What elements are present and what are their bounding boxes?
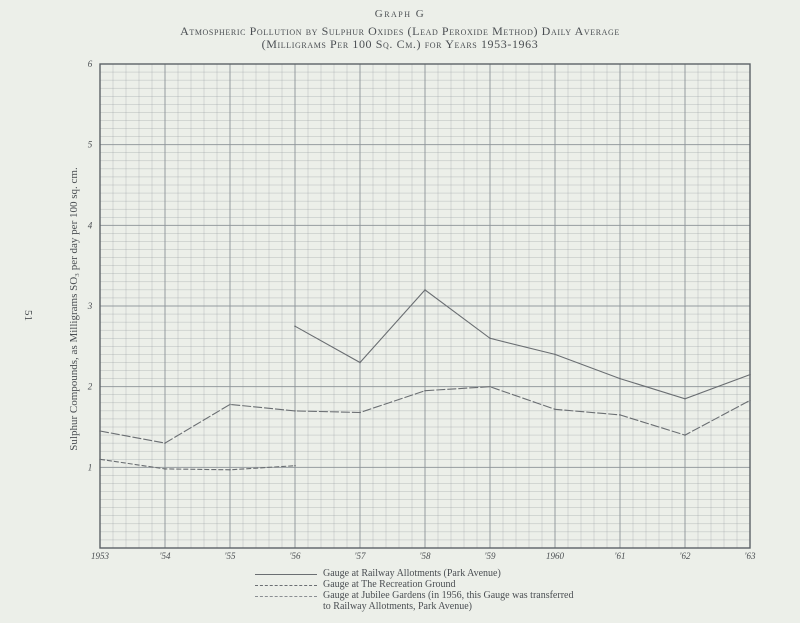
data-point — [229, 403, 231, 406]
x-tick-label: '63 — [745, 551, 756, 561]
axes — [99, 63, 751, 549]
data-point — [619, 414, 621, 416]
series-lines — [99, 289, 751, 471]
chart-title: Atmospheric Pollution by Sulphur Oxides … — [180, 24, 620, 38]
legend-label-continued: to Railway Allotments, Park Avenue) — [323, 601, 472, 612]
data-point — [359, 361, 361, 364]
data-point — [99, 458, 101, 461]
y-tick-label: 2 — [88, 382, 93, 392]
data-point — [749, 399, 751, 402]
data-point — [489, 337, 491, 340]
legend-item-recreation: Gauge at The Recreation Ground — [255, 579, 573, 590]
y-tick-label: 5 — [88, 140, 93, 150]
data-point — [424, 389, 426, 392]
legend-label: Gauge at Railway Allotments (Park Avenue… — [323, 568, 501, 579]
x-tick-label: 1960 — [546, 551, 565, 561]
y-tick-label: 1 — [88, 462, 93, 472]
data-point — [489, 385, 491, 388]
grid — [99, 63, 751, 549]
tick-labels: 1 2 3 4 5 6 1953 '54 '55 '56 '57 '58 '59 1960 '61 '62 '6… — [87, 59, 756, 561]
x-tick-label: '58 — [420, 551, 431, 561]
data-point — [229, 468, 231, 471]
plot-frame — [99, 63, 751, 549]
x-tick-label: '62 — [680, 551, 691, 561]
x-tick-label: 1953 — [91, 551, 110, 561]
y-tick-label: 6 — [88, 59, 93, 69]
data-point — [554, 353, 556, 356]
data-point — [424, 289, 426, 291]
x-tick-label: '54 — [160, 551, 171, 561]
legend-label: Gauge at Jubilee Gardens (in 1956, this … — [323, 590, 574, 601]
series-line-2 — [99, 386, 751, 444]
legend-label: Gauge at The Recreation Ground — [323, 579, 456, 590]
x-tick-label: '57 — [355, 551, 366, 561]
data-point — [294, 410, 296, 412]
data-point — [554, 408, 556, 411]
graph-label: Graph G — [374, 8, 426, 20]
data-point — [749, 373, 751, 376]
legend: Gauge at Railway Allotments (Park Avenue… — [255, 568, 573, 612]
data-point — [294, 464, 296, 467]
x-tick-label: '56 — [290, 551, 301, 561]
series-line-1 — [294, 289, 751, 400]
y-tick-label: 3 — [87, 301, 93, 311]
x-tick-label: '59 — [485, 551, 496, 561]
series-line-3 — [99, 458, 296, 471]
x-tick-label: '55 — [225, 551, 236, 561]
legend-item-railway: Gauge at Railway Allotments (Park Avenue… — [255, 568, 573, 579]
legend-swatch-dashed — [255, 585, 317, 586]
legend-item-jubilee: Gauge at Jubilee Gardens (in 1956, this … — [255, 590, 573, 601]
x-tick-label: '61 — [615, 551, 626, 561]
data-point — [164, 468, 166, 470]
y-tick-label: 4 — [88, 220, 93, 230]
data-point — [359, 411, 361, 414]
chart-subtitle: (Milligrams Per 100 Sq. Cm.) for Years 1… — [261, 37, 539, 51]
data-point — [619, 377, 621, 380]
data-point — [684, 434, 686, 436]
data-point — [684, 397, 686, 400]
legend-swatch-dotted — [255, 596, 317, 597]
data-point — [164, 442, 166, 444]
data-point — [99, 430, 101, 432]
data-point — [294, 325, 296, 327]
legend-swatch-solid — [255, 574, 317, 575]
